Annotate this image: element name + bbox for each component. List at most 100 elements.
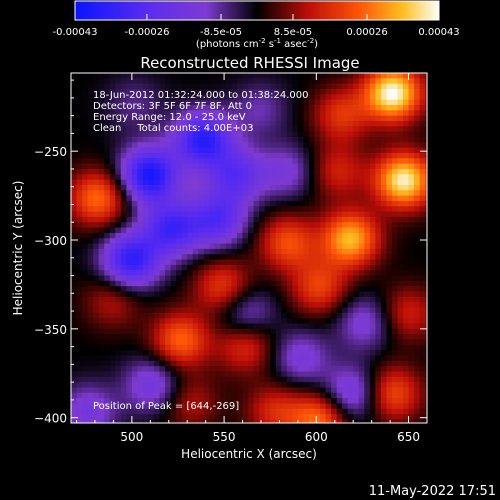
heatmap-cell xyxy=(76,120,83,127)
heatmap-cell xyxy=(87,211,94,218)
heatmap-cell xyxy=(364,280,371,287)
heatmap-cell xyxy=(353,259,360,266)
heatmap-cell xyxy=(397,179,404,186)
heatmap-cell xyxy=(270,211,277,218)
heatmap-cell xyxy=(380,110,387,117)
heatmap-cell xyxy=(198,376,205,383)
heatmap-cell xyxy=(358,366,365,372)
heatmap-cell xyxy=(142,270,149,276)
heatmap-cell xyxy=(347,99,354,106)
annotation-detectors: Detectors: 3F 5F 6F 7F 8F, Att 0 xyxy=(93,101,252,112)
heatmap-cell xyxy=(419,200,426,207)
heatmap-cell xyxy=(131,248,138,255)
heatmap-cell xyxy=(342,243,349,250)
heatmap-cell xyxy=(364,88,371,95)
heatmap-cell xyxy=(336,355,343,362)
heatmap-cell xyxy=(358,334,365,340)
heatmap-cell xyxy=(270,136,277,143)
heatmap-cell xyxy=(93,232,100,239)
heatmap-cell xyxy=(375,190,382,196)
heatmap-cell xyxy=(248,216,255,223)
heatmap-cell xyxy=(76,104,83,111)
heatmap-cell xyxy=(292,291,299,298)
heatmap-cell xyxy=(209,360,216,367)
heatmap-cell xyxy=(71,366,77,372)
heatmap-cell xyxy=(425,275,427,282)
heatmap-cell xyxy=(281,94,288,101)
heatmap-cell xyxy=(131,83,138,90)
heatmap-cell xyxy=(176,222,183,228)
heatmap-cell xyxy=(104,179,111,186)
heatmap-cell xyxy=(425,200,427,207)
heatmap-cell xyxy=(380,408,387,415)
heatmap-cell xyxy=(297,179,304,186)
heatmap-cell xyxy=(391,227,398,234)
heatmap-cell xyxy=(325,339,332,346)
heatmap-cell xyxy=(148,419,155,423)
heatmap-cell xyxy=(386,152,393,159)
heatmap-cell xyxy=(231,115,238,122)
heatmap-cell xyxy=(397,227,404,234)
heatmap-cell xyxy=(375,211,382,218)
heatmap-cell xyxy=(320,414,326,420)
heatmap-cell xyxy=(369,376,376,383)
heatmap-cell xyxy=(237,419,243,423)
heatmap-cell xyxy=(331,131,338,138)
heatmap-cell xyxy=(82,419,88,423)
heatmap-cell xyxy=(275,126,282,133)
heatmap-cell xyxy=(143,425,149,431)
heatmap-cell xyxy=(131,222,138,228)
heatmap-cell xyxy=(297,408,304,415)
heatmap-cell xyxy=(281,270,288,276)
heatmap-cell xyxy=(431,281,437,287)
heatmap-cell xyxy=(176,382,183,388)
heatmap-cell xyxy=(115,414,122,420)
heatmap-cell xyxy=(242,414,249,420)
heatmap-cell xyxy=(98,142,105,149)
heatmap-cell xyxy=(82,206,88,212)
heatmap-cell xyxy=(358,238,365,244)
heatmap-cell xyxy=(419,371,426,378)
heatmap-cell xyxy=(364,392,371,399)
heatmap-cell xyxy=(214,168,221,175)
heatmap-cell xyxy=(192,371,199,378)
heatmap-cell xyxy=(369,275,376,282)
heatmap-cell xyxy=(408,131,415,138)
heatmap-cell xyxy=(397,275,404,282)
heatmap-cell xyxy=(414,158,421,165)
heatmap-cell xyxy=(275,376,282,383)
heatmap-cell xyxy=(259,147,266,154)
heatmap-cell xyxy=(248,275,255,282)
heatmap-cell xyxy=(165,190,171,196)
heatmap-cell xyxy=(181,302,188,308)
heatmap-cell xyxy=(126,344,133,351)
heatmap-cell xyxy=(353,179,360,186)
heatmap-cell xyxy=(331,425,337,431)
heatmap-cell xyxy=(203,355,210,362)
heatmap-cell xyxy=(425,248,427,255)
heatmap-cell xyxy=(93,376,100,383)
heatmap-cell xyxy=(220,318,227,324)
heatmap-cell xyxy=(93,366,100,372)
heatmap-cell xyxy=(165,307,171,314)
heatmap-cell xyxy=(419,398,426,404)
heatmap-cell xyxy=(198,312,205,319)
heatmap-cell xyxy=(93,270,100,276)
heatmap-cell xyxy=(331,286,338,292)
heatmap-cell xyxy=(303,270,310,276)
heatmap-cell xyxy=(154,323,160,330)
heatmap-cell xyxy=(126,259,133,266)
heatmap-cell xyxy=(181,158,188,165)
heatmap-cell xyxy=(76,371,83,378)
heatmap-cell xyxy=(331,248,338,255)
heatmap-cell xyxy=(231,280,238,287)
heatmap-cell xyxy=(225,328,232,335)
heatmap-cell xyxy=(336,275,343,282)
heatmap-cell xyxy=(170,259,177,266)
heatmap-cell xyxy=(331,88,338,95)
heatmap-cell xyxy=(431,329,437,335)
heatmap-cell xyxy=(98,302,105,308)
heatmap-cell xyxy=(314,419,321,423)
heatmap-cell xyxy=(386,195,393,202)
heatmap-cell xyxy=(303,104,310,111)
